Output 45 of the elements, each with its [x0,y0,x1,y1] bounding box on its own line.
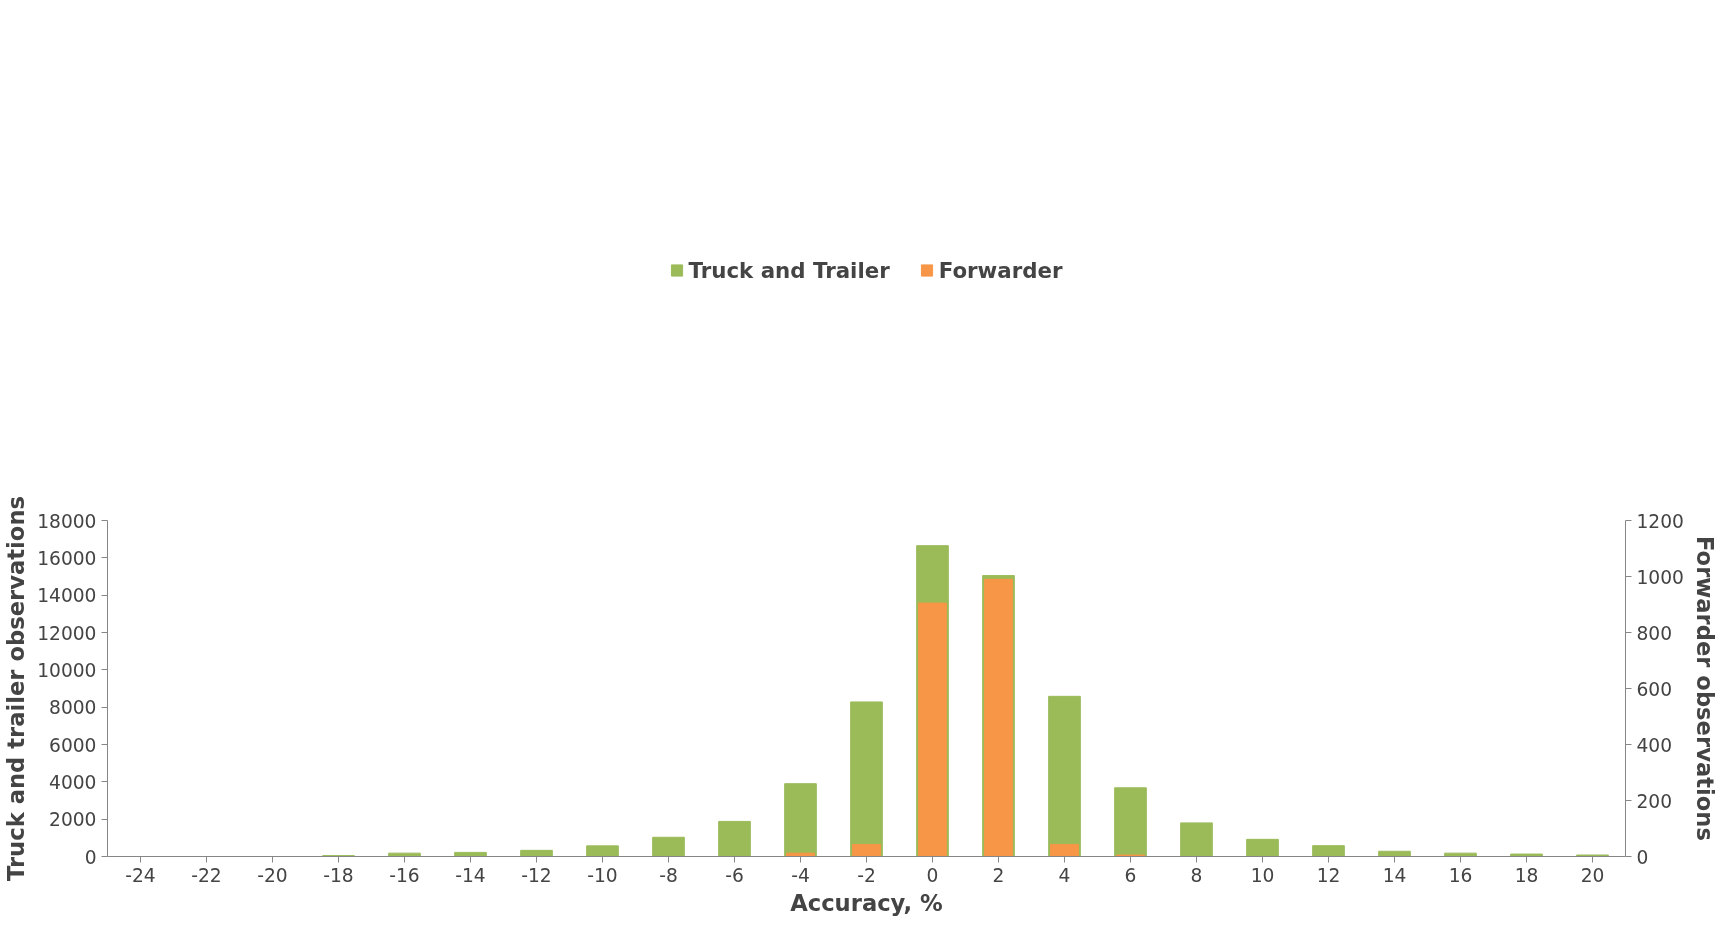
x-tick-label: -20 [257,864,288,886]
x-tick-label: -16 [389,864,420,886]
legend-label: Truck and Trailer [688,257,890,283]
x-tick-label: 2 [992,864,1005,886]
x-tick-label: 10 [1250,864,1275,886]
x-tick-label: 12 [1316,864,1341,886]
y-tick-label: 2000 [49,809,97,831]
legend-label: Forwarder [938,257,1063,283]
x-tick-label: 4 [1058,864,1071,886]
x-tick-label: -22 [191,864,222,886]
y2-tick-label: 1000 [1636,566,1684,588]
x-tick-label: 16 [1448,864,1473,886]
x-tick-label: -14 [455,864,486,886]
x-tick-label: 8 [1190,864,1203,886]
y-tick-label: 12000 [37,622,97,644]
x-tick-label: -8 [659,864,678,886]
y-axis-title: Truck and trailer observations [3,495,30,882]
y-tick-label: 14000 [37,585,97,607]
x-axis-title: Accuracy, % [790,889,943,916]
y-tick-label: 8000 [49,697,97,719]
x-tick-label: -12 [521,864,552,886]
y-tick-label: 18000 [37,510,97,532]
x-tick-label: -18 [323,864,354,886]
x-tick-label: 6 [1124,864,1137,886]
y2-tick-label: 0 [1636,846,1649,868]
y2-tick-label: 600 [1636,678,1673,700]
x-tick-label: -6 [725,864,744,886]
x-tick-label: 14 [1382,864,1407,886]
y2-axis-title: Forwarder observations [1691,536,1718,841]
x-tick-label: -4 [791,864,810,886]
x-tick-label: -10 [587,864,618,886]
y-tick-label: 16000 [37,547,97,569]
y-tick-label: 0 [84,846,97,868]
y-tick-label: 4000 [49,771,97,793]
x-tick-label: -2 [857,864,876,886]
y2-tick-label: 1200 [1636,510,1684,532]
y2-tick-label: 800 [1636,622,1673,644]
x-tick-label: 0 [926,864,939,886]
y-tick-label: 10000 [37,659,97,681]
y2-tick-label: 200 [1636,790,1673,812]
x-tick-label: 18 [1514,864,1539,886]
x-tick-label: -24 [125,864,156,886]
x-tick-label: 20 [1580,864,1605,886]
y2-tick-label: 400 [1636,734,1673,756]
y-tick-label: 6000 [49,734,97,756]
